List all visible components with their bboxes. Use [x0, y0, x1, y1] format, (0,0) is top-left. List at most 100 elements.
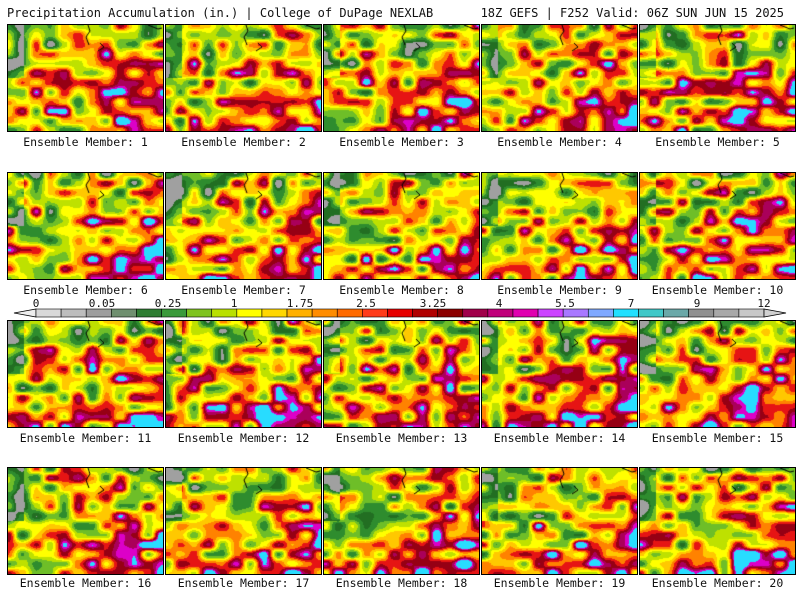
precip-field-map — [324, 468, 479, 574]
precip-field-map — [324, 173, 479, 279]
ensemble-member-map — [639, 467, 796, 575]
model-run-valid-time: 18Z GEFS | F252 Valid: 06Z SUN JUN 15 20… — [480, 6, 784, 20]
colorbar-swatch — [462, 308, 489, 318]
ensemble-member-label: Ensemble Member: 5 — [655, 135, 780, 149]
colorbar-swatch — [738, 308, 765, 318]
ensemble-member-map — [165, 467, 322, 575]
colorbar-swatch — [60, 308, 87, 318]
colorbar-swatch — [211, 308, 238, 318]
colorbar-max-arrow — [763, 308, 787, 318]
ensemble-member-label: Ensemble Member: 9 — [497, 283, 622, 297]
colorbar-swatch — [663, 308, 689, 318]
precip-field-map — [640, 173, 795, 279]
colorbar-swatch — [261, 308, 288, 318]
colorbar-swatch — [487, 308, 514, 318]
colorbar-tick-label: 3.25 — [419, 297, 447, 310]
colorbar-swatch — [638, 308, 664, 318]
colorbar-swatch — [512, 308, 539, 318]
colorbar-tick-label: 0.05 — [88, 297, 116, 310]
ensemble-member-label: Ensemble Member: 18 — [335, 576, 468, 590]
precip-field-map — [166, 173, 321, 279]
colorbar-swatch — [387, 308, 413, 318]
colorbar-swatch — [587, 308, 614, 318]
precip-field-map — [8, 468, 163, 574]
ensemble-member-label: Ensemble Member: 16 — [19, 576, 152, 590]
ensemble-member-label: Ensemble Member: 17 — [177, 576, 310, 590]
colorbar-scale — [13, 308, 787, 318]
colorbar-swatch — [311, 308, 338, 318]
ensemble-member-label: Ensemble Member: 20 — [651, 576, 784, 590]
colorbar-swatch — [236, 308, 263, 318]
precip-field-map — [482, 321, 637, 427]
ensemble-member-map — [639, 172, 796, 280]
ensemble-member-label: Ensemble Member: 14 — [493, 431, 626, 445]
colorbar-tick-label: 2.5 — [356, 297, 376, 310]
ensemble-member-map — [7, 467, 164, 575]
ensemble-member-map — [481, 467, 638, 575]
colorbar-tick-label: 0 — [32, 297, 40, 310]
ensemble-member-label: Ensemble Member: 1 — [23, 135, 148, 149]
ensemble-member-map — [639, 24, 796, 132]
ensemble-member-label: Ensemble Member: 19 — [493, 576, 626, 590]
precip-field-map — [640, 321, 795, 427]
colorbar-swatch — [613, 308, 639, 318]
ensemble-member-map — [323, 172, 480, 280]
ensemble-member-label: Ensemble Member: 11 — [19, 431, 152, 445]
precip-field-map — [640, 468, 795, 574]
ensemble-member-label: Ensemble Member: 8 — [339, 283, 464, 297]
precip-field-map — [640, 25, 795, 131]
ensemble-member-label: Ensemble Member: 10 — [651, 283, 784, 297]
colorbar-swatch — [286, 308, 313, 318]
precip-field-map — [482, 25, 637, 131]
colorbar-tick-label: 4 — [495, 297, 503, 310]
precip-field-map — [8, 321, 163, 427]
ensemble-member-label: Ensemble Member: 15 — [651, 431, 784, 445]
colorbar-swatch — [35, 308, 62, 318]
colorbar-swatch — [161, 308, 187, 318]
ensemble-member-map — [481, 24, 638, 132]
ensemble-member-map — [323, 24, 480, 132]
ensemble-member-map — [165, 24, 322, 132]
precip-field-map — [8, 173, 163, 279]
ensemble-member-label: Ensemble Member: 12 — [177, 431, 310, 445]
colorbar-tick-label: 1.75 — [286, 297, 314, 310]
ensemble-member-label: Ensemble Member: 7 — [181, 283, 306, 297]
ensemble-member-label: Ensemble Member: 2 — [181, 135, 306, 149]
colorbar-swatch — [85, 308, 112, 318]
precip-field-map — [166, 25, 321, 131]
ensemble-member-map — [639, 320, 796, 428]
colorbar-swatch — [688, 308, 715, 318]
ensemble-member-map — [481, 320, 638, 428]
colorbar-tick-label: 12 — [757, 297, 771, 310]
colorbar-tick-label: 9 — [693, 297, 701, 310]
ensemble-member-map — [165, 320, 322, 428]
ensemble-member-map — [481, 172, 638, 280]
header: Precipitation Accumulation (in.) | Colle… — [0, 0, 800, 24]
colorbar-swatch — [537, 308, 564, 318]
colorbar-tick-label: 5.5 — [555, 297, 575, 310]
precip-field-map — [166, 468, 321, 574]
precip-field-map — [482, 173, 637, 279]
precipitation-colorbar: 0 0.05 0.25 1 1.75 2.5 3.25 4 5.5 7 9 12 — [0, 297, 800, 321]
colorbar-swatch — [136, 308, 162, 318]
ensemble-member-map — [323, 320, 480, 428]
colorbar-swatch — [362, 308, 388, 318]
colorbar-swatch — [437, 308, 464, 318]
ensemble-member-map — [323, 467, 480, 575]
colorbar-swatch — [336, 308, 363, 318]
ensemble-member-label: Ensemble Member: 6 — [23, 283, 148, 297]
precip-field-map — [324, 25, 479, 131]
colorbar-swatch — [186, 308, 213, 318]
ensemble-member-map — [7, 320, 164, 428]
colorbar-swatch — [713, 308, 740, 318]
precip-field-map — [8, 25, 163, 131]
ensemble-member-label: Ensemble Member: 3 — [339, 135, 464, 149]
ensemble-member-map — [7, 172, 164, 280]
precip-field-map — [324, 321, 479, 427]
precip-field-map — [482, 468, 637, 574]
ensemble-member-label: Ensemble Member: 4 — [497, 135, 622, 149]
colorbar-min-arrow — [13, 308, 37, 318]
colorbar-tick-label: 1 — [230, 297, 238, 310]
colorbar-swatch — [412, 308, 438, 318]
colorbar-tick-label: 0.25 — [154, 297, 182, 310]
